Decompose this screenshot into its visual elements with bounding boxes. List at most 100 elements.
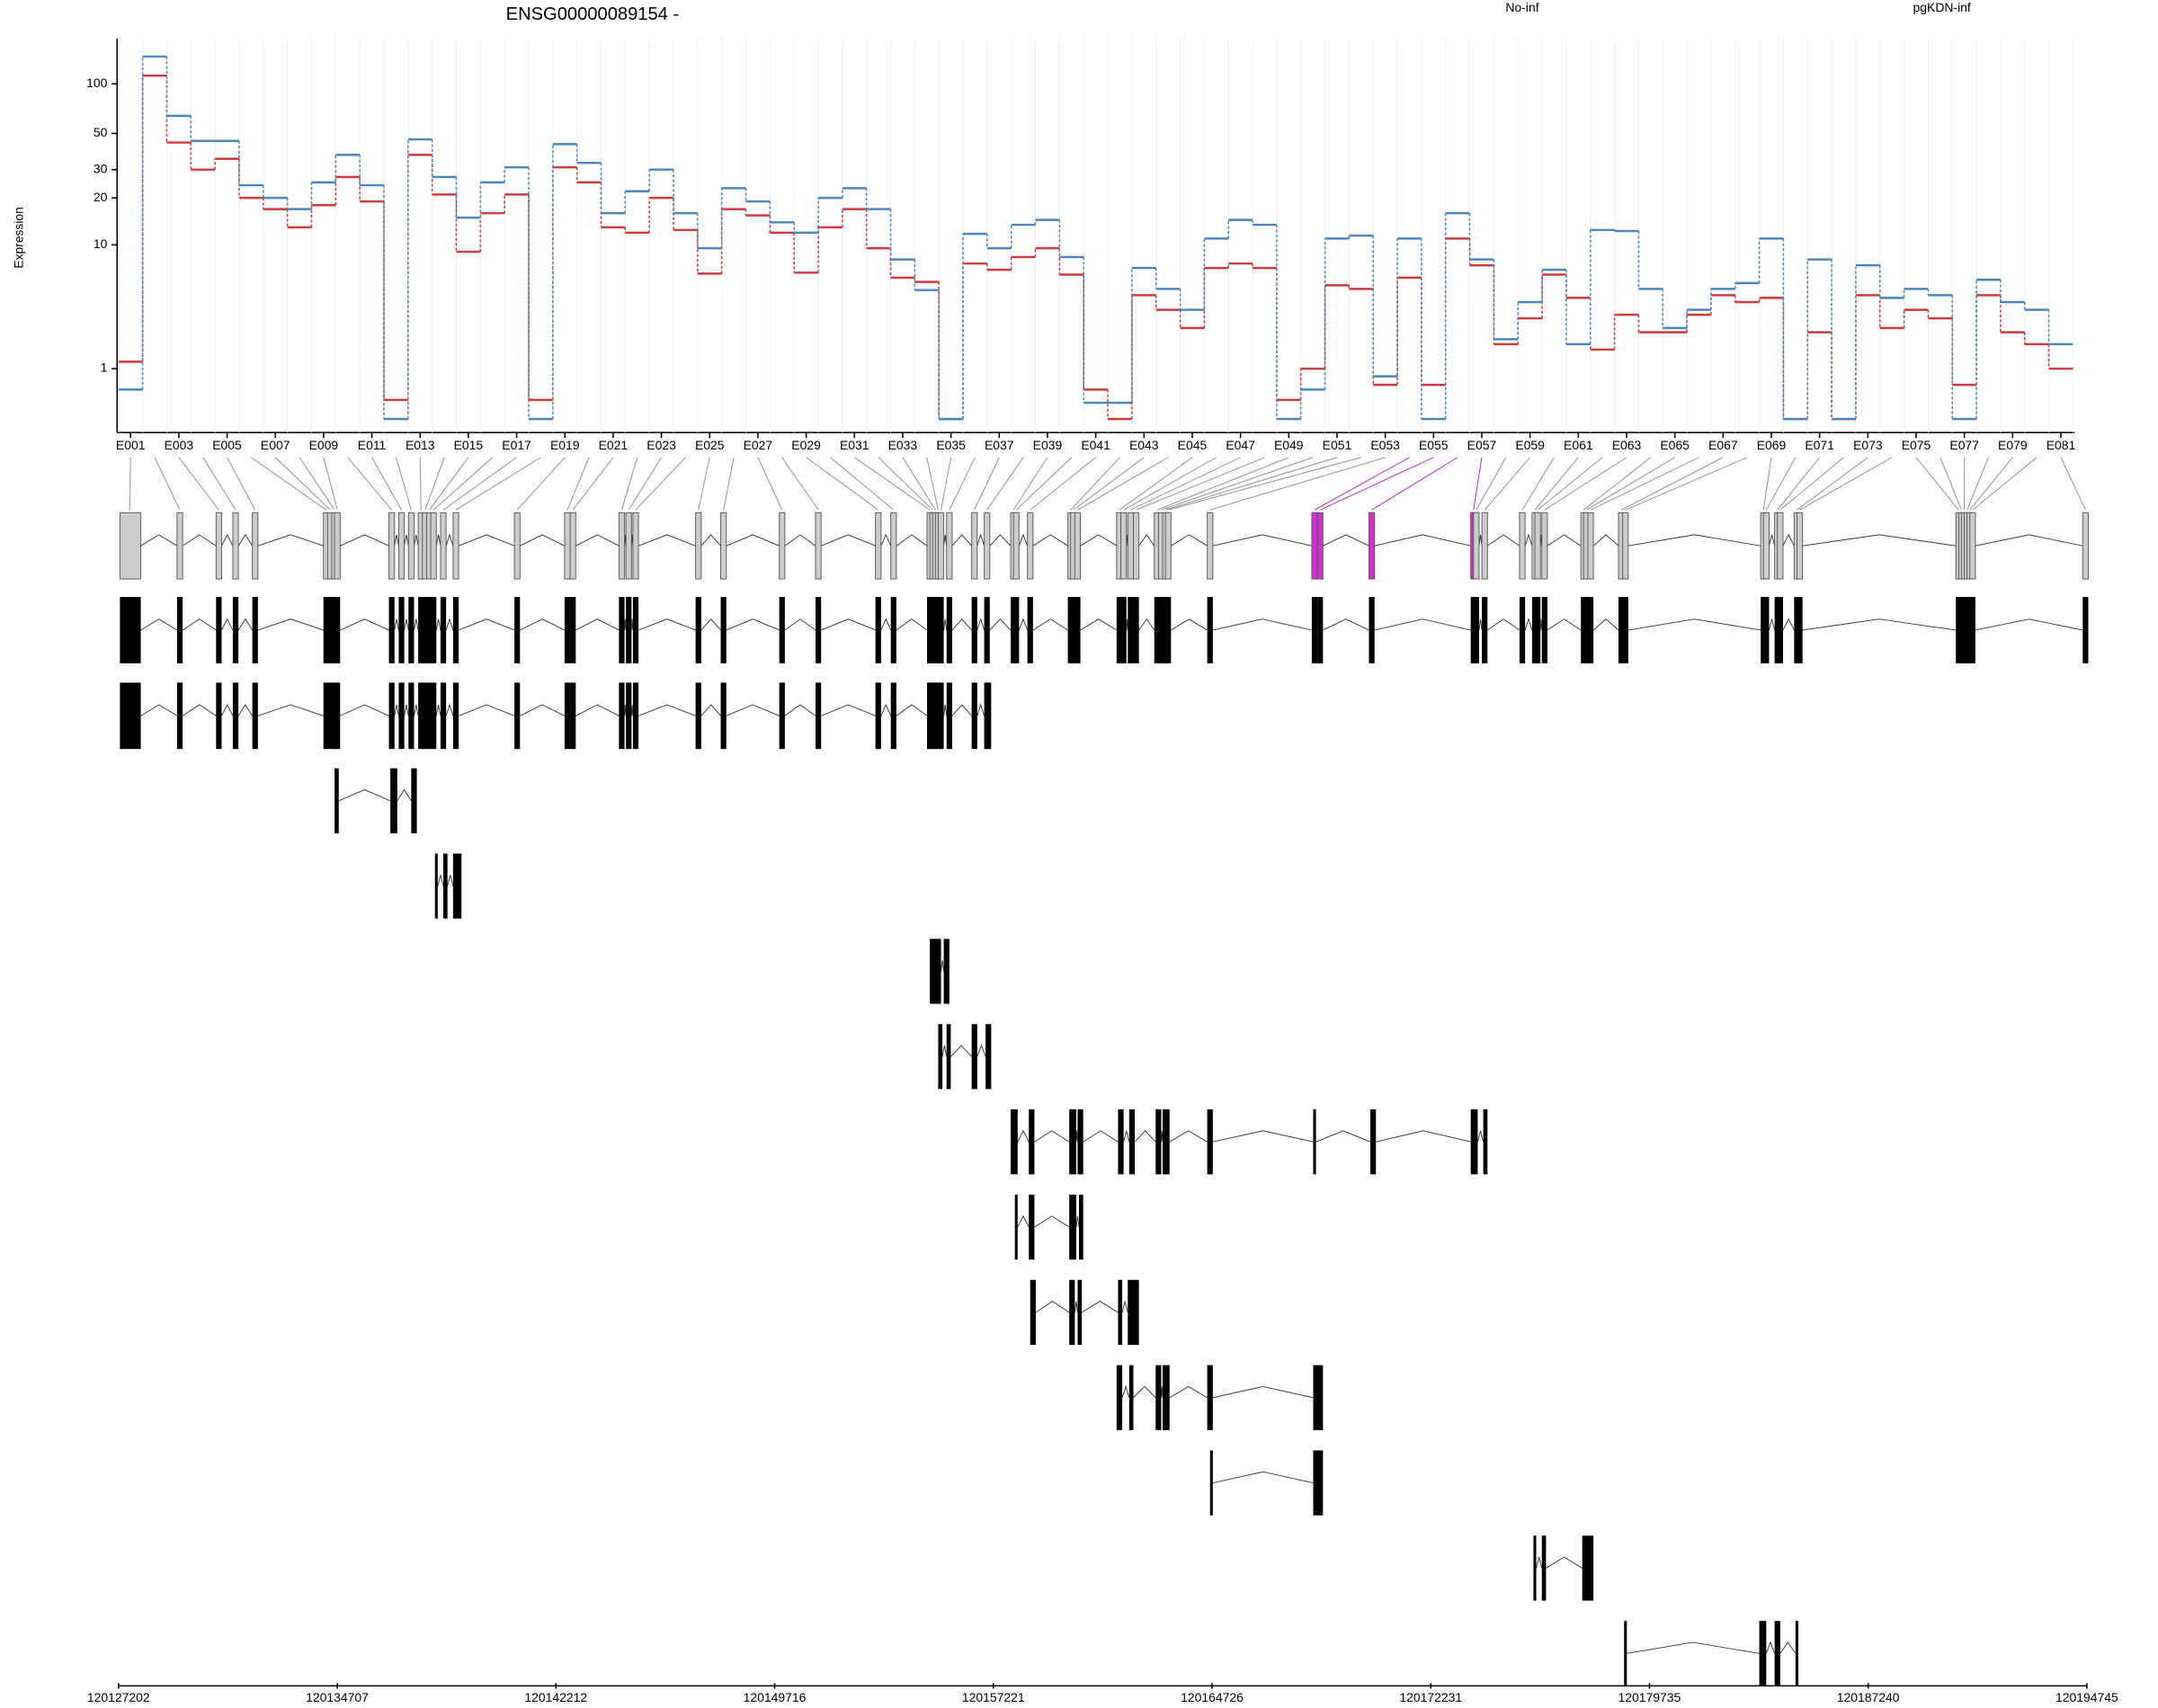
x-tick-label: E027	[744, 438, 773, 452]
exon-connector	[1940, 457, 1962, 511]
exon	[1027, 512, 1034, 580]
exon-connector	[347, 457, 393, 511]
exon-connector	[1319, 457, 1434, 511]
exon-connector	[1484, 457, 1531, 511]
exon	[431, 682, 437, 750]
intron	[394, 618, 399, 631]
exon	[1013, 597, 1020, 663]
intron	[1081, 1301, 1119, 1313]
intron	[1546, 1556, 1583, 1569]
genome-tick-label: 120194745	[2055, 1690, 2118, 1704]
exon-connector	[974, 457, 1000, 511]
intron	[397, 788, 412, 802]
intron	[700, 618, 721, 631]
exon	[938, 597, 944, 663]
intron	[951, 704, 972, 716]
exon-connector	[1476, 457, 1507, 511]
x-tick-label: E001	[116, 438, 146, 452]
exon	[411, 768, 417, 833]
intron	[976, 618, 985, 631]
intron	[1074, 1301, 1078, 1312]
exon	[120, 682, 141, 750]
exon	[1470, 1109, 1478, 1175]
x-tick-label: E069	[1757, 438, 1787, 452]
intron	[458, 618, 515, 631]
intron	[1121, 1384, 1130, 1398]
intron	[1212, 1471, 1314, 1484]
x-tick-label: E049	[1274, 438, 1304, 452]
intron	[1592, 534, 1619, 547]
intron	[1080, 534, 1118, 547]
exon	[1133, 512, 1140, 580]
intron	[1779, 1641, 1797, 1654]
exon-connector	[299, 457, 335, 511]
exon-connector	[1625, 457, 1748, 511]
exon	[232, 512, 239, 580]
exon-connector	[419, 457, 422, 511]
intron	[880, 703, 892, 716]
exon	[513, 512, 521, 580]
exon-connector	[1583, 457, 1652, 511]
exon-connector	[926, 457, 939, 511]
exon	[971, 512, 978, 580]
intron	[638, 704, 696, 716]
intron	[394, 534, 399, 547]
exon	[1120, 597, 1127, 663]
intron	[257, 534, 324, 547]
exon	[1133, 597, 1139, 663]
exon-connector	[1544, 457, 1627, 511]
intron	[257, 704, 324, 716]
exon-connector	[949, 457, 976, 511]
intron	[414, 704, 419, 716]
exon	[390, 768, 397, 833]
exon	[779, 512, 786, 580]
exon	[1079, 1194, 1083, 1260]
intron	[726, 618, 780, 631]
exon	[1155, 1109, 1162, 1175]
exon	[426, 682, 432, 750]
exon-connector	[1537, 457, 1603, 511]
x-tick-label: E077	[1949, 438, 1979, 452]
intron	[414, 534, 419, 547]
exon	[426, 597, 432, 663]
intron	[182, 618, 217, 631]
exon	[971, 682, 977, 750]
exon	[1011, 1109, 1018, 1175]
exon-connector	[902, 457, 936, 511]
exon	[1483, 1109, 1488, 1175]
intron	[1083, 1130, 1119, 1143]
intron	[1975, 534, 2083, 547]
intron	[1476, 1130, 1485, 1143]
intron	[140, 534, 178, 547]
exon-connector	[853, 457, 931, 511]
exon	[440, 512, 447, 580]
exon-connector	[1915, 457, 1959, 511]
exon-connector	[698, 457, 710, 511]
intron	[435, 704, 441, 716]
intron	[1802, 618, 1957, 631]
exon	[327, 597, 334, 663]
exon	[1534, 597, 1541, 663]
exon-connector	[1797, 457, 1868, 511]
exon	[1209, 1450, 1213, 1516]
intron	[638, 618, 696, 631]
genome-tick-label: 120179735	[1618, 1690, 1681, 1704]
x-tick-label: E003	[165, 438, 194, 452]
intron	[1212, 534, 1313, 547]
exon-connector	[940, 457, 952, 511]
intron	[1486, 534, 1520, 547]
intron	[435, 618, 441, 631]
exon	[422, 597, 428, 663]
intron	[1075, 1215, 1080, 1228]
exon	[1618, 597, 1625, 663]
intron	[1134, 1130, 1156, 1143]
exon-connector	[1765, 457, 1797, 511]
exon	[930, 682, 936, 750]
chart-title: ENSG00000089154 -	[506, 4, 680, 24]
exon	[408, 682, 415, 750]
exon	[1541, 1535, 1547, 1601]
exon-connector	[1130, 457, 1241, 511]
exon	[1622, 512, 1629, 580]
exon	[176, 682, 183, 750]
exon	[1482, 597, 1488, 663]
